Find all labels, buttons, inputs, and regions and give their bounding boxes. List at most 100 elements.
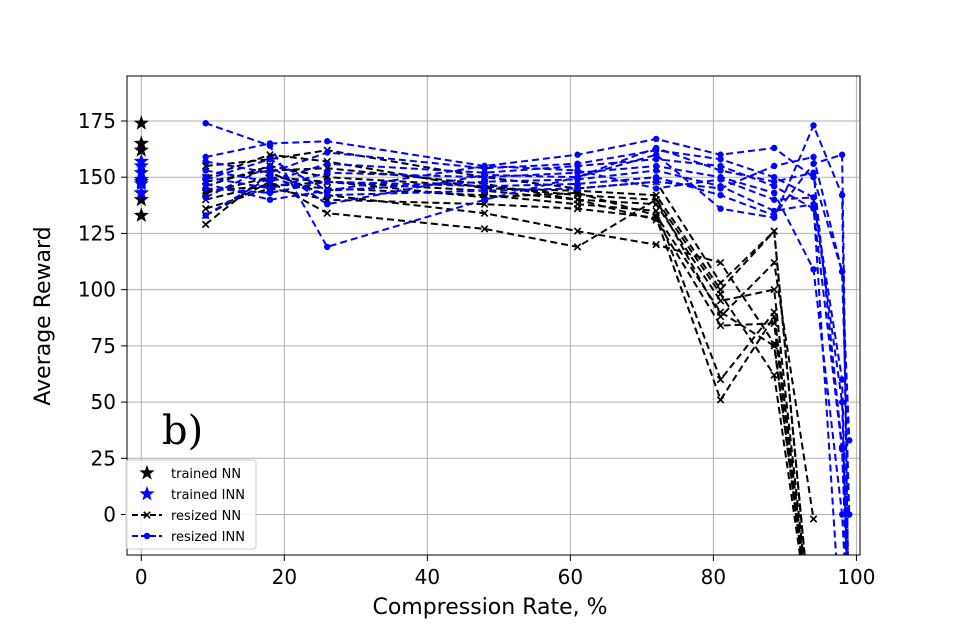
resized-nn-point <box>716 258 725 267</box>
resized-inn-point <box>266 178 274 185</box>
resized-inn-point <box>838 398 846 406</box>
resized-inn-point <box>481 187 488 194</box>
trained-nn-star <box>133 191 149 207</box>
legend-label: resized NN <box>171 509 241 524</box>
resized-inn-point <box>266 173 274 181</box>
resized-nn-point <box>716 279 725 287</box>
resized-nn-point <box>201 220 210 229</box>
resized-nn-point <box>716 308 725 316</box>
resized-inn-point <box>266 156 274 163</box>
resized-inn-series-1 <box>202 120 849 555</box>
resized-inn-series-10 <box>202 156 848 555</box>
resized-inn-point <box>770 212 778 219</box>
resized-inn-point <box>324 200 331 208</box>
resized-inn-point <box>202 176 209 183</box>
resized-nn-point <box>809 515 818 523</box>
resized-inn-point <box>810 160 817 167</box>
resized-nn-point <box>573 243 582 251</box>
resized-nn-point <box>770 312 778 321</box>
resized-inn-point <box>202 120 209 127</box>
resized-inn-point <box>324 169 331 176</box>
resized-inn-point <box>481 182 488 190</box>
resized-inn-point <box>652 162 660 170</box>
resized-inn-point <box>652 156 660 163</box>
resized-inn-point <box>770 196 778 203</box>
resized-inn-point <box>652 135 660 143</box>
resized-inn-point <box>574 185 581 192</box>
resized-inn-point <box>810 153 817 161</box>
trained-inn-star <box>133 184 149 200</box>
legend-star-icon <box>139 465 155 480</box>
resized-inn-point <box>770 144 778 152</box>
resized-inn-point <box>652 151 660 158</box>
resized-inn-point <box>770 182 778 190</box>
resized-inn-point <box>324 191 331 199</box>
resized-nn-point <box>770 342 778 350</box>
resized-inn-point <box>574 151 581 158</box>
x-ticks: 0 20 40 60 80 100 <box>135 555 876 589</box>
resized-inn-point <box>202 158 209 165</box>
resized-inn-point <box>574 173 581 181</box>
resized-inn-point <box>266 140 274 147</box>
resized-inn-point <box>481 171 488 179</box>
resized-inn-point <box>202 180 209 188</box>
resized-inn-point <box>846 511 853 518</box>
resized-nn-point <box>652 240 660 249</box>
resized-inn-point <box>481 178 488 185</box>
legend-item-2: trained INN <box>139 486 245 503</box>
legend-label: resized INN <box>171 530 245 545</box>
x-tick-label: 40 <box>415 565 440 589</box>
resized-inn-point <box>717 162 724 170</box>
trained-nn-star <box>133 115 149 130</box>
resized-inn-point <box>810 194 817 201</box>
resized-inn-point <box>324 160 331 167</box>
legend-item-4: resized INN <box>132 530 245 545</box>
resized-inn-point <box>652 144 660 152</box>
resized-inn-point <box>481 162 488 170</box>
x-axis-label: Compression Rate, % <box>372 595 607 620</box>
resized-nn-point <box>716 290 725 298</box>
resized-inn-point <box>574 162 581 170</box>
legend-item-1: trained NN <box>139 465 241 482</box>
resized-nn-point <box>716 321 725 330</box>
panel-label: b) <box>162 408 203 454</box>
x-tick-label: 60 <box>558 565 583 589</box>
x-tick-label: 20 <box>272 565 297 589</box>
resized-inn-point <box>652 178 660 185</box>
resized-inn-point <box>770 173 778 181</box>
legend-label: trained NN <box>171 467 241 482</box>
resized-inn-point <box>717 156 724 163</box>
resized-nn-line <box>205 180 803 555</box>
y-tick-label: 175 <box>78 109 116 133</box>
resized-inn-point <box>324 138 331 145</box>
resized-inn-point <box>266 196 274 203</box>
y-tick-label: 100 <box>78 278 116 302</box>
y-tick-label: 50 <box>91 390 116 414</box>
resized-inn-point <box>574 180 581 188</box>
resized-inn-point <box>202 153 209 161</box>
resized-inn-point <box>838 376 846 383</box>
y-tick-label: 25 <box>91 446 116 470</box>
legend: trained NN trained INN resized NN resized I… <box>125 459 257 550</box>
resized-inn-point <box>202 212 209 219</box>
resized-inn-point <box>652 185 660 192</box>
resized-inn-point <box>324 178 331 185</box>
resized-nn-point <box>652 211 660 220</box>
resized-inn-point <box>810 122 817 129</box>
resized-inn-point <box>770 189 778 197</box>
resized-inn-point <box>202 185 209 192</box>
resized-inn-point <box>652 167 660 174</box>
resized-inn-point <box>770 178 778 185</box>
resized-inn-point <box>717 167 724 174</box>
resized-inn-point <box>810 266 817 273</box>
legend-item-3: resized NN <box>132 509 241 524</box>
resized-nn-point <box>716 297 725 305</box>
resized-inn-point <box>481 196 488 203</box>
resized-inn-point <box>652 173 660 181</box>
resized-nn-point <box>716 375 725 384</box>
x-tick-label: 0 <box>135 565 148 589</box>
trained-nn-star <box>133 142 149 157</box>
resized-inn-point <box>324 149 331 156</box>
resized-inn-point <box>202 167 209 174</box>
